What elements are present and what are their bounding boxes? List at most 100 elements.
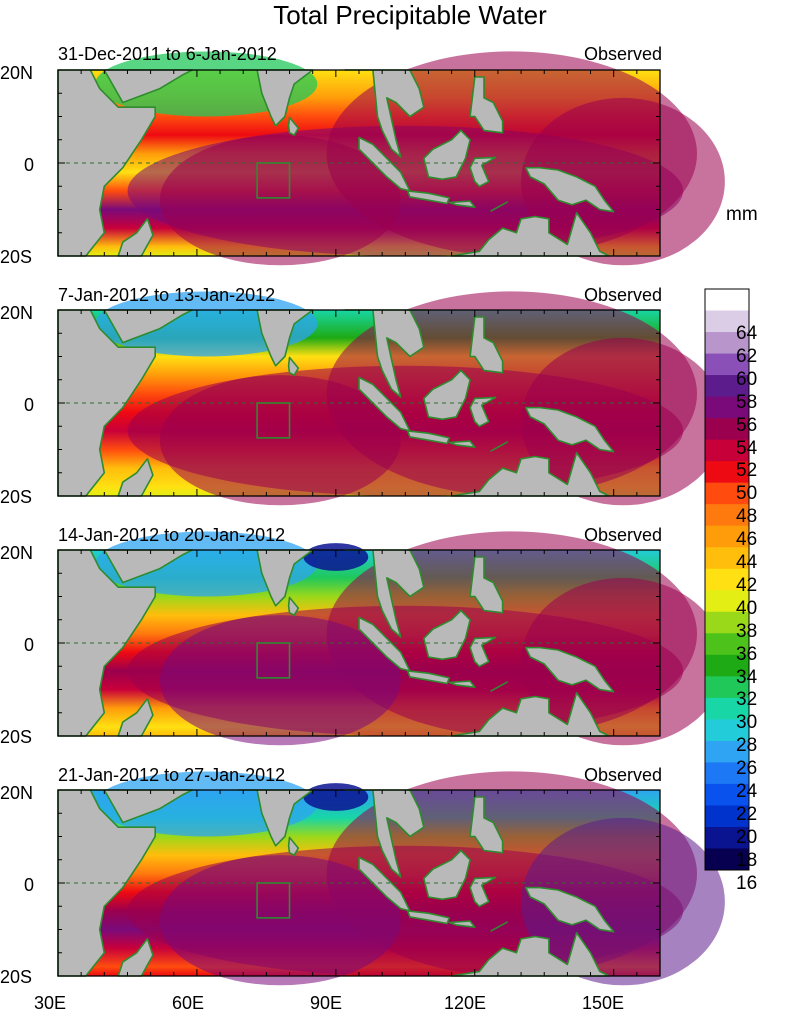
land-india xyxy=(237,309,314,367)
colorbar-segment xyxy=(705,375,749,397)
colorbar-label: 46 xyxy=(736,529,758,551)
colorbar-label: 60 xyxy=(736,368,758,390)
land-timor xyxy=(490,441,508,452)
colorbar-segment xyxy=(705,590,749,613)
colorbar-segment xyxy=(705,396,749,419)
map-panel-3 xyxy=(57,531,725,746)
colorbar-segment xyxy=(705,740,749,763)
land-borneo xyxy=(423,849,471,901)
moisture-region xyxy=(159,855,401,986)
land-sulawesi xyxy=(469,876,497,908)
land-australia xyxy=(450,212,610,257)
study-box xyxy=(256,402,291,439)
colorbar-label: 50 xyxy=(736,483,758,505)
colorbar-label: 30 xyxy=(736,712,758,734)
colorbar-label: 54 xyxy=(736,437,758,459)
panel-4-date-range: 21-Jan-2012 to 27-Jan-2012 xyxy=(58,765,286,785)
colorbar-segment xyxy=(705,762,749,785)
land-philippines xyxy=(469,796,504,854)
map-panel-1 xyxy=(57,51,725,266)
land-philippines xyxy=(469,556,504,614)
colorbar-label: 52 xyxy=(736,460,758,482)
lat-label-20n: 20N xyxy=(0,783,34,803)
land-borneo xyxy=(423,609,471,661)
land-java xyxy=(406,190,451,205)
panel-3-date-range: 14-Jan-2012 to 20-Jan-2012 xyxy=(58,525,286,545)
lat-label-20n: 20N xyxy=(0,543,34,563)
lat-label-0: 0 xyxy=(24,395,35,415)
colorbar-segment xyxy=(705,310,749,333)
lat-label-20n: 20N xyxy=(0,303,34,323)
colorbar-segment xyxy=(705,332,749,354)
colorbar-label: 64 xyxy=(736,323,758,344)
colorbar-label: 56 xyxy=(736,414,758,436)
land-sumatra xyxy=(358,856,411,912)
colorbar-label: 48 xyxy=(736,506,758,528)
lat-label-20n: 20N xyxy=(0,63,34,83)
dry-region xyxy=(95,51,318,117)
lat-label-20s: 20S xyxy=(0,247,33,267)
colorbar-segment xyxy=(705,805,749,828)
land-sulawesi xyxy=(469,156,497,188)
colorbar-label: 24 xyxy=(736,781,758,802)
colorbar-label: 40 xyxy=(736,597,758,619)
study-box xyxy=(256,882,291,919)
land-timor xyxy=(490,201,508,212)
panel-2-label: Observed xyxy=(583,285,662,305)
colorbar-segment xyxy=(705,611,749,634)
land-india xyxy=(237,69,314,127)
land-bali xyxy=(448,200,476,208)
land-srilanka xyxy=(287,356,300,376)
colorbar-segment xyxy=(705,633,749,656)
panel-2-date-range: 7-Jan-2012 to 13-Jan-2012 xyxy=(58,285,276,305)
lon-label-30e: 30E xyxy=(34,993,67,1013)
colorbar-segment xyxy=(705,418,749,441)
lat-label-0: 0 xyxy=(24,635,35,655)
colorbar-label: 22 xyxy=(736,803,758,825)
study-box xyxy=(256,162,291,199)
land-newguinea xyxy=(524,646,615,693)
land-borneo xyxy=(423,129,471,181)
land-indochina xyxy=(344,789,430,878)
land-java xyxy=(406,910,451,925)
moisture-region xyxy=(159,615,401,746)
colorbar-segment xyxy=(705,654,749,677)
land-sumatra xyxy=(358,376,411,432)
colorbar-label: 42 xyxy=(736,574,758,596)
colorbar-label: 16 xyxy=(736,872,758,894)
land-australia xyxy=(450,452,610,497)
colorbar-segment xyxy=(705,826,749,849)
map-panel-4 xyxy=(57,771,725,986)
colorbar-segment xyxy=(705,783,749,806)
colorbar-segment xyxy=(705,676,749,699)
land-bali xyxy=(448,440,476,448)
land-indochina xyxy=(344,69,430,158)
land-indochina xyxy=(344,549,430,638)
land-sumatra xyxy=(358,136,411,192)
colorbar-segment xyxy=(705,568,749,591)
colorbar-segment xyxy=(705,439,749,462)
colorbar-label: 20 xyxy=(736,826,758,848)
colorbar-segment xyxy=(705,461,749,484)
land-srilanka xyxy=(287,596,300,616)
dry-region xyxy=(95,771,318,837)
colorbar-label: 44 xyxy=(736,552,758,573)
land-australia xyxy=(450,932,610,977)
colorbar-label: 26 xyxy=(736,758,758,780)
lat-label-20s: 20S xyxy=(0,967,33,987)
lon-label-120e: 120E xyxy=(444,993,487,1013)
land-sulawesi xyxy=(469,636,497,668)
dry-region xyxy=(95,531,318,597)
colorbar-segment xyxy=(705,848,749,871)
land-philippines xyxy=(469,316,504,374)
colorbar-label: 34 xyxy=(736,666,758,688)
lon-label-60e: 60E xyxy=(172,993,205,1013)
moisture-region xyxy=(521,97,725,266)
land-srilanka xyxy=(287,836,300,856)
moisture-region xyxy=(521,577,725,746)
panel-3-label: Observed xyxy=(583,525,662,545)
land-srilanka xyxy=(287,116,300,136)
moisture-region xyxy=(521,337,725,506)
unit-label: mm xyxy=(726,204,758,225)
